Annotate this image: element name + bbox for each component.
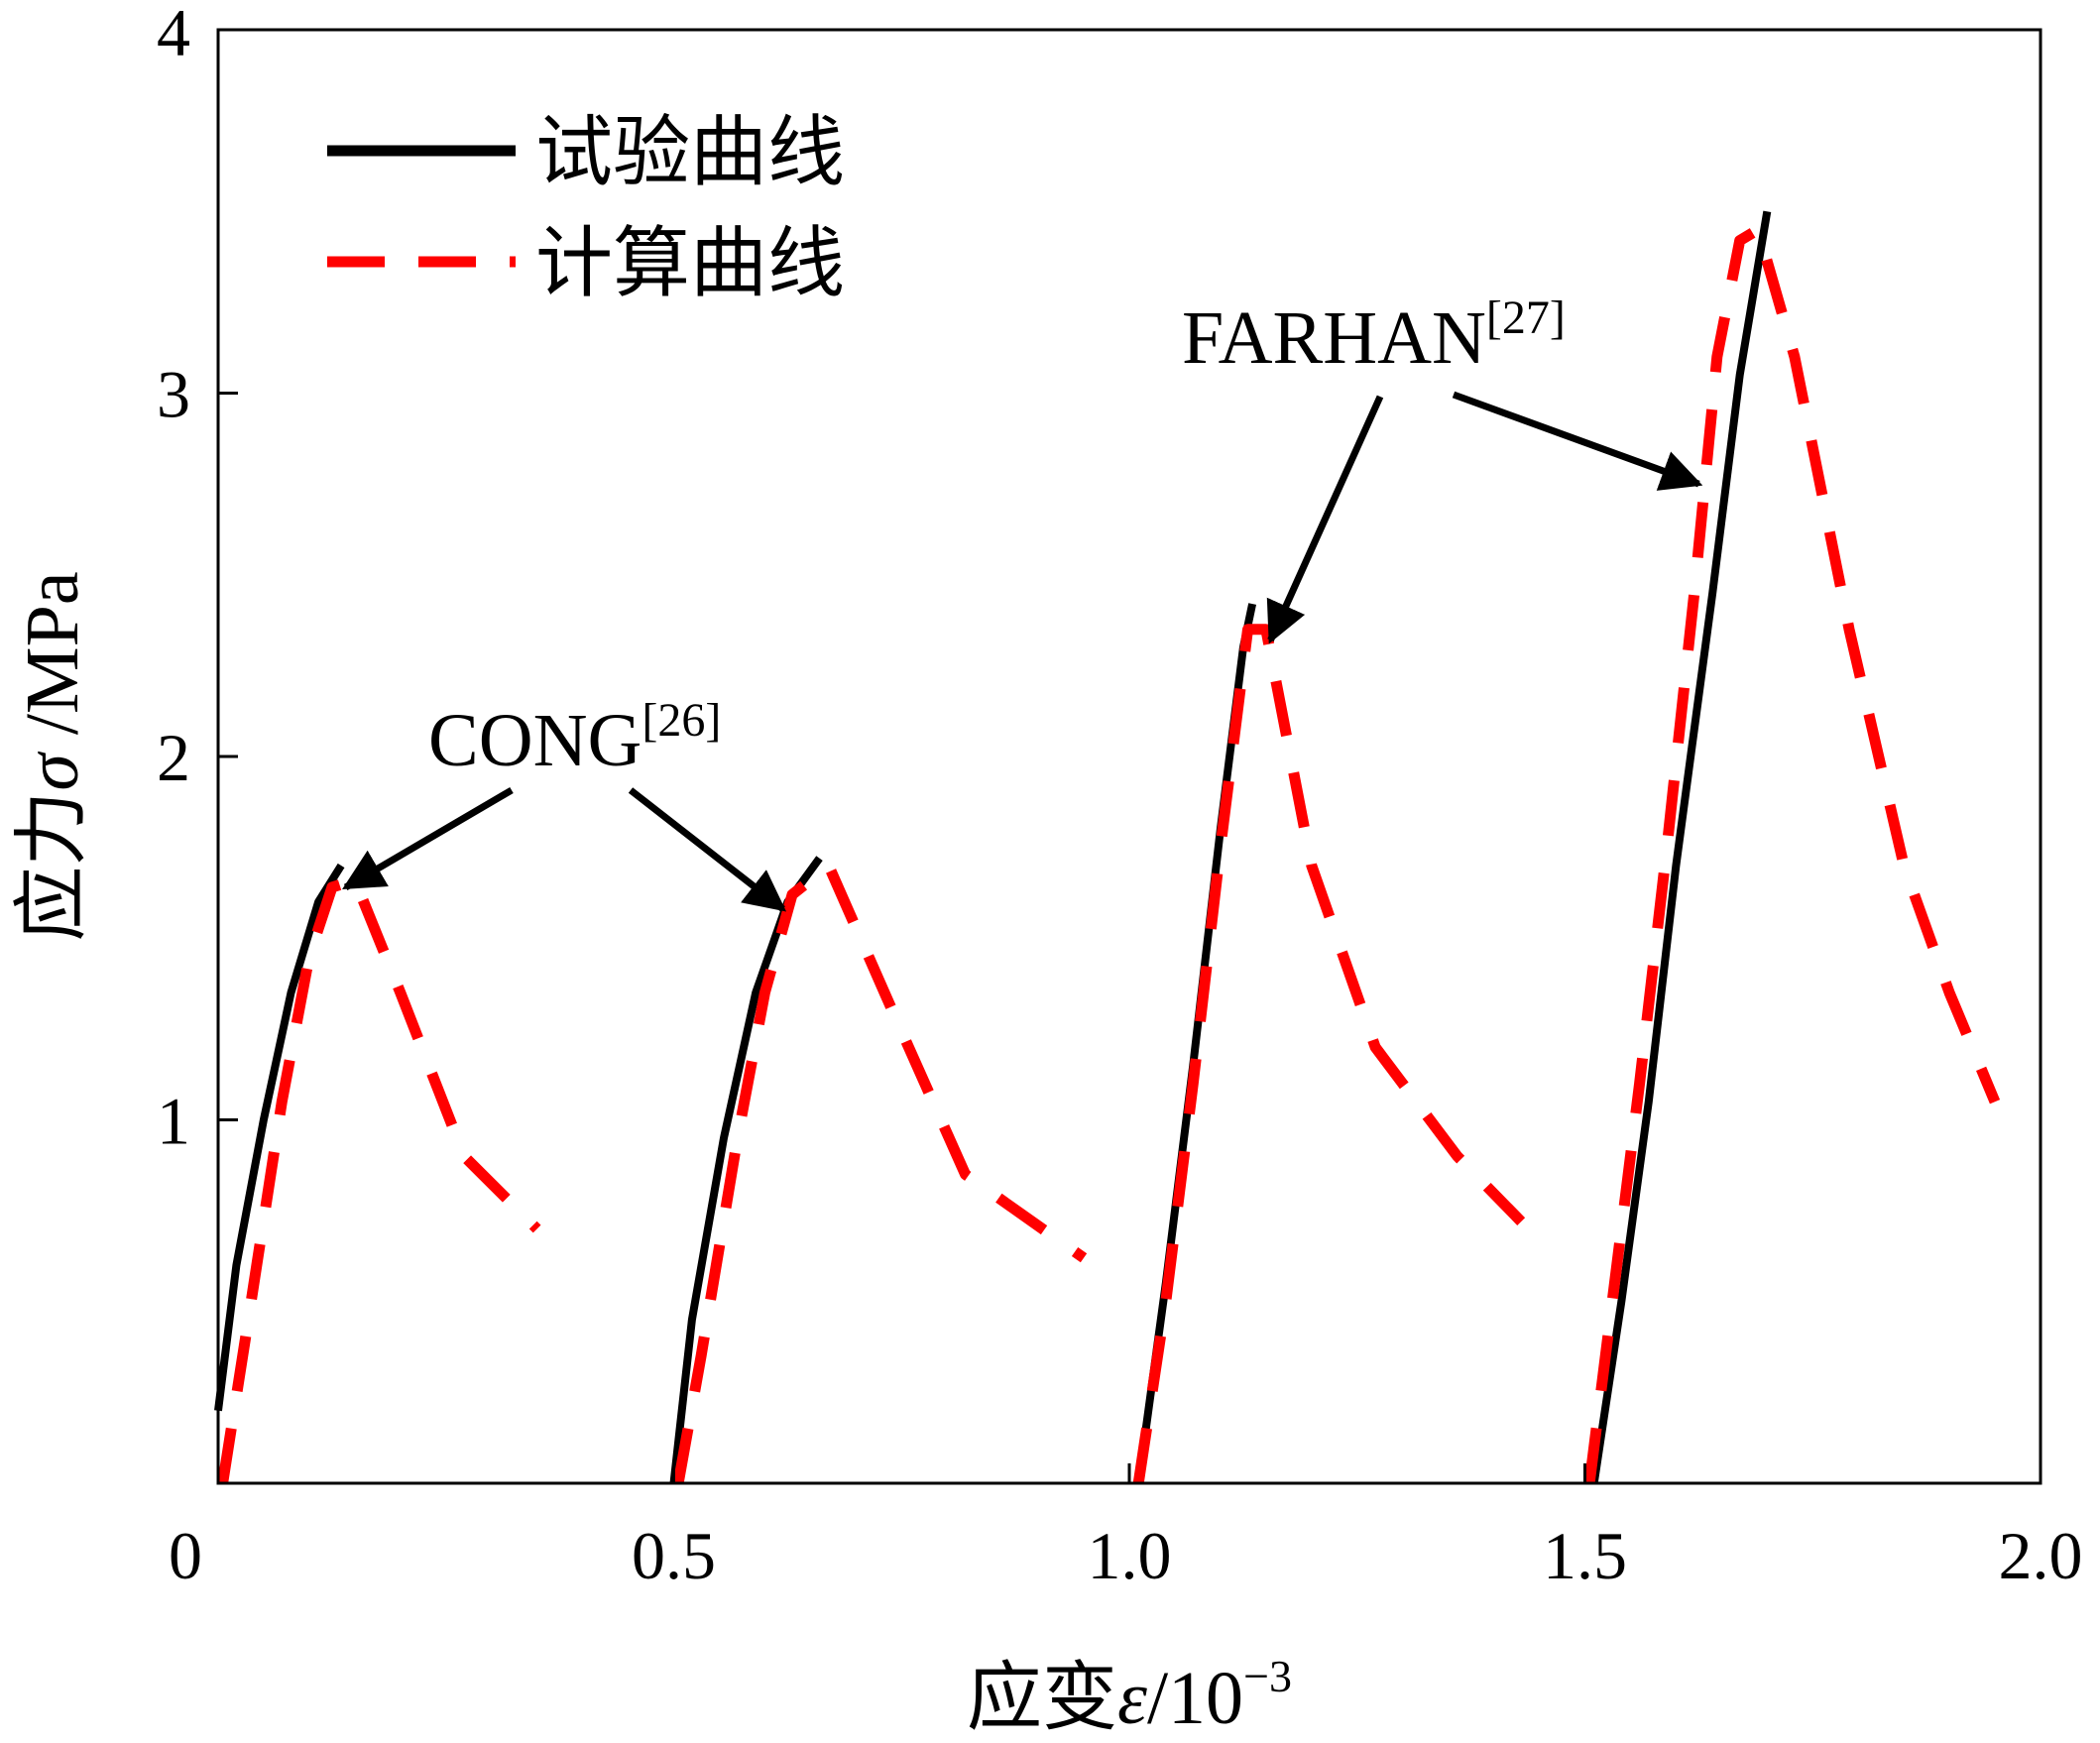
calculated-curve-3 xyxy=(672,860,1088,1484)
annotation-arrow xyxy=(1266,395,1384,644)
calculated-curve-7 xyxy=(1583,224,2001,1484)
x-axis-label: 应变ε/10−3 xyxy=(967,1651,1292,1740)
experimental-curve-6 xyxy=(1589,210,1772,1484)
annotation-citation: [26] xyxy=(642,694,721,747)
annotations-layer: CONG[26] FARHAN[27] xyxy=(342,291,1703,912)
y-tick-label: 4 xyxy=(157,0,190,70)
x-axis-label-main: 应变 xyxy=(967,1657,1117,1740)
annotation-arrow xyxy=(342,786,514,890)
annotation-label-farhan: FARHAN[27] xyxy=(1182,291,1566,380)
x-axis-label-unit: /10 xyxy=(1147,1657,1243,1740)
annotation-text: CONG xyxy=(428,699,642,782)
x-tick-label: 2.0 xyxy=(1999,1518,2083,1593)
y-axis-label-main: 应力 xyxy=(11,791,94,942)
x-tick-label: 0.5 xyxy=(632,1518,716,1593)
experimental-curve-0 xyxy=(214,863,345,1412)
y-axis-label-symbol: σ xyxy=(11,752,94,791)
x-tick-label: 0 xyxy=(169,1518,202,1593)
legend-label-experimental: 试验曲线 xyxy=(535,109,845,195)
x-tick-label: 1.5 xyxy=(1543,1518,1627,1593)
y-axis-label-unit: /MPa xyxy=(11,571,94,754)
x-tick-label: 1.0 xyxy=(1088,1518,1172,1593)
calculated-curve-1 xyxy=(217,874,541,1484)
annotation-citation: [27] xyxy=(1486,291,1566,344)
legend: 试验曲线 计算曲线 xyxy=(327,109,845,306)
annotation-arrow xyxy=(1452,391,1703,491)
y-tick-label: 1 xyxy=(157,1084,190,1159)
x-axis-ticks: 0 0.5 1.0 1.5 2.0 xyxy=(169,1463,2083,1593)
curves-layer xyxy=(214,210,2001,1484)
x-axis-label-exponent: −3 xyxy=(1243,1651,1292,1701)
annotation-arrow xyxy=(628,787,787,912)
annotation-text: FARHAN xyxy=(1182,296,1486,380)
annotation-label-cong: CONG[26] xyxy=(428,694,721,782)
y-axis-label: 应力σ /MPa xyxy=(11,571,94,941)
y-tick-label: 3 xyxy=(157,357,190,432)
y-tick-label: 2 xyxy=(157,720,190,795)
calculated-curve-5 xyxy=(1132,624,1526,1484)
x-axis-label-symbol: ε xyxy=(1117,1657,1147,1740)
y-axis-ticks: 1 2 3 4 xyxy=(157,0,238,1159)
legend-label-calculated: 计算曲线 xyxy=(535,220,845,306)
